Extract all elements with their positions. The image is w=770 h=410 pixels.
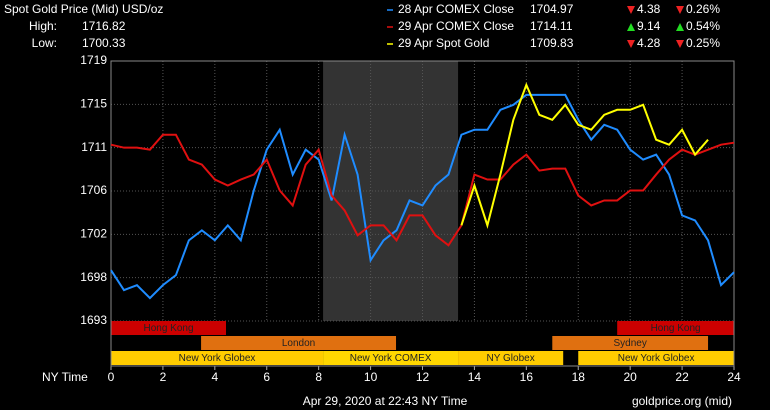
session-bar bbox=[578, 351, 734, 365]
session-label: Hong Kong bbox=[143, 323, 193, 334]
plot-frame bbox=[110, 60, 735, 367]
legend-change-pct: 0.26% bbox=[686, 2, 720, 16]
x-tick-label: 4 bbox=[211, 370, 218, 384]
x-tick-label: 24 bbox=[727, 370, 741, 384]
x-tick-label: 6 bbox=[263, 370, 270, 384]
legend-change: 4.38 bbox=[637, 2, 661, 16]
legend-name: 29 Apr Spot Gold bbox=[398, 36, 489, 50]
y-tick-label: 1715 bbox=[80, 97, 107, 111]
x-tick-label: 12 bbox=[416, 370, 430, 384]
down-arrow bbox=[676, 6, 684, 14]
x-tick-label: 20 bbox=[623, 370, 637, 384]
session-label: Hong Kong bbox=[651, 323, 701, 334]
y-tick-label: 1702 bbox=[80, 227, 107, 241]
session-bar bbox=[323, 351, 459, 365]
high-value: 1716.82 bbox=[82, 19, 126, 33]
source: goldprice.org (mid) bbox=[632, 394, 732, 408]
price-line bbox=[460, 82, 709, 229]
down-arrow bbox=[627, 40, 635, 48]
session-bar bbox=[201, 336, 397, 350]
legend-close: 1714.11 bbox=[530, 19, 573, 33]
x-tick-label: 18 bbox=[572, 370, 586, 384]
x-tick-label: 16 bbox=[520, 370, 534, 384]
session-label: New York Globex bbox=[618, 353, 695, 364]
y-tick-label: 1706 bbox=[80, 183, 107, 197]
session-bar bbox=[552, 336, 709, 350]
session-label: Sydney bbox=[613, 338, 646, 349]
legend-close: 1709.83 bbox=[530, 36, 574, 50]
down-arrow bbox=[627, 6, 635, 14]
legend-close: 1704.97 bbox=[530, 2, 574, 16]
price-line bbox=[110, 93, 735, 300]
x-tick-label: 8 bbox=[315, 370, 322, 384]
up-arrow bbox=[676, 23, 684, 31]
legend-name: 29 Apr COMEX Close bbox=[398, 19, 514, 33]
session-label: London bbox=[282, 338, 315, 349]
session-bar bbox=[111, 351, 324, 365]
footer: Apr 29, 2020 at 22:43 NY Time bbox=[303, 394, 468, 408]
x-tick-label: 22 bbox=[675, 370, 689, 384]
low-label: Low: bbox=[32, 36, 57, 50]
y-tick-label: 1698 bbox=[80, 270, 107, 284]
y-tick-label: 1719 bbox=[80, 53, 107, 67]
session-label: New York Globex bbox=[179, 353, 256, 364]
price-line bbox=[110, 133, 735, 247]
x-tick-label: 0 bbox=[108, 370, 115, 384]
y-tick-label: 1693 bbox=[80, 313, 107, 327]
low-value: 1700.33 bbox=[82, 36, 126, 50]
session-label: NY Globex bbox=[487, 353, 535, 364]
down-arrow bbox=[676, 40, 684, 48]
x-tick-label: 2 bbox=[160, 370, 167, 384]
legend-change: 4.28 bbox=[637, 36, 661, 50]
session-bar bbox=[458, 351, 564, 365]
session-label: New York COMEX bbox=[350, 353, 432, 364]
legend-change-pct: 0.54% bbox=[686, 19, 720, 33]
x-axis-label: NY Time bbox=[42, 370, 88, 384]
legend-change: 9.14 bbox=[637, 19, 661, 33]
up-arrow bbox=[627, 23, 635, 31]
chart-title: Spot Gold Price (Mid) USD/oz bbox=[4, 2, 163, 16]
y-tick-label: 1711 bbox=[81, 140, 107, 154]
legend-change-pct: 0.25% bbox=[686, 36, 720, 50]
session-bar bbox=[617, 321, 734, 335]
x-tick-label: 14 bbox=[468, 370, 482, 384]
legend-name: 28 Apr COMEX Close bbox=[398, 2, 514, 16]
high-label: High: bbox=[29, 19, 57, 33]
session-bar bbox=[111, 321, 226, 335]
x-tick-label: 10 bbox=[364, 370, 378, 384]
